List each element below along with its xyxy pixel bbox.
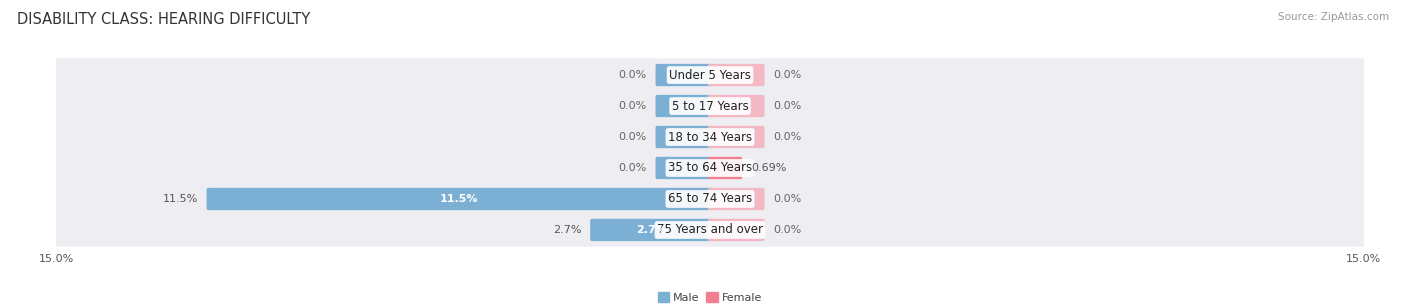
FancyBboxPatch shape: [707, 188, 765, 210]
FancyBboxPatch shape: [707, 95, 765, 117]
FancyBboxPatch shape: [53, 120, 1367, 154]
FancyBboxPatch shape: [53, 89, 1367, 123]
FancyBboxPatch shape: [207, 188, 713, 210]
Text: 18 to 34 Years: 18 to 34 Years: [668, 131, 752, 144]
Text: 65 to 74 Years: 65 to 74 Years: [668, 192, 752, 206]
FancyBboxPatch shape: [707, 64, 765, 86]
Text: 0.0%: 0.0%: [619, 163, 647, 173]
Text: 0.0%: 0.0%: [773, 225, 801, 235]
Text: 11.5%: 11.5%: [440, 194, 478, 204]
FancyBboxPatch shape: [655, 64, 713, 86]
Text: 0.0%: 0.0%: [773, 70, 801, 80]
Text: 0.0%: 0.0%: [773, 194, 801, 204]
FancyBboxPatch shape: [53, 213, 1367, 247]
FancyBboxPatch shape: [53, 182, 1367, 216]
Text: 5 to 17 Years: 5 to 17 Years: [672, 99, 748, 113]
Text: 2.7%: 2.7%: [636, 225, 666, 235]
FancyBboxPatch shape: [655, 126, 713, 148]
Text: 2.7%: 2.7%: [553, 225, 582, 235]
FancyBboxPatch shape: [707, 157, 742, 179]
FancyBboxPatch shape: [707, 219, 765, 241]
Legend: Male, Female: Male, Female: [654, 287, 766, 305]
Text: Under 5 Years: Under 5 Years: [669, 69, 751, 81]
Text: 0.0%: 0.0%: [619, 132, 647, 142]
Text: 75 Years and over: 75 Years and over: [657, 224, 763, 236]
Text: 0.0%: 0.0%: [619, 70, 647, 80]
FancyBboxPatch shape: [53, 151, 1367, 185]
FancyBboxPatch shape: [591, 219, 713, 241]
FancyBboxPatch shape: [655, 95, 713, 117]
Text: 0.0%: 0.0%: [619, 101, 647, 111]
Text: 0.0%: 0.0%: [773, 132, 801, 142]
Text: 0.0%: 0.0%: [773, 101, 801, 111]
Text: 0.69%: 0.69%: [751, 163, 786, 173]
Text: 35 to 64 Years: 35 to 64 Years: [668, 161, 752, 174]
FancyBboxPatch shape: [655, 157, 713, 179]
Text: 11.5%: 11.5%: [163, 194, 198, 204]
Text: Source: ZipAtlas.com: Source: ZipAtlas.com: [1278, 12, 1389, 22]
FancyBboxPatch shape: [53, 58, 1367, 92]
Text: DISABILITY CLASS: HEARING DIFFICULTY: DISABILITY CLASS: HEARING DIFFICULTY: [17, 12, 311, 27]
FancyBboxPatch shape: [707, 126, 765, 148]
